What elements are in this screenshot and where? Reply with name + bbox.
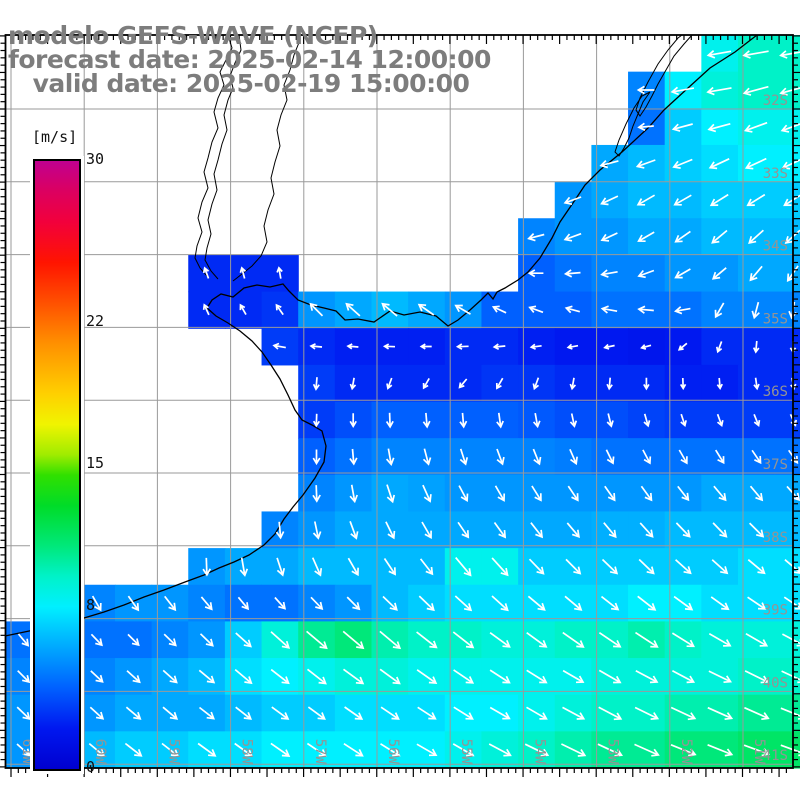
longitude-label: 59W bbox=[165, 739, 181, 765]
river-path bbox=[232, 39, 301, 282]
longitude-label: 55W bbox=[458, 739, 474, 765]
colorbar-tick-label: 15 bbox=[86, 454, 105, 472]
valid-date-line: valid date: 2025-02-19 15:00:00 bbox=[8, 69, 470, 98]
plot-title-block: modelo GEFS-WAVE (NCEP) forecast date: 20… bbox=[8, 21, 491, 98]
latitude-label: 33S bbox=[763, 166, 788, 182]
longitude-label: 60W bbox=[92, 739, 108, 765]
longitude-label: 54W bbox=[531, 739, 547, 765]
latitude-label: 35S bbox=[763, 311, 788, 327]
latitude-label: 36S bbox=[763, 384, 788, 400]
colorbar-unit-label: [m/s] bbox=[32, 128, 78, 146]
longitude-label: 53W bbox=[605, 739, 621, 765]
longitude-label: 52W bbox=[678, 739, 694, 765]
colorbar-tick-label: 8 bbox=[86, 595, 96, 614]
colorbar-tick-label: 30 bbox=[86, 150, 105, 168]
longitude-label: 51W bbox=[751, 739, 767, 765]
latitude-label: 32S bbox=[763, 93, 788, 109]
river-path bbox=[204, 34, 242, 280]
longitude-label: 56W bbox=[385, 739, 401, 765]
colorbar-gradient bbox=[30, 156, 84, 774]
longitude-label: 61W bbox=[19, 739, 35, 765]
colorbar-tick-label: 0 bbox=[86, 758, 96, 776]
model-title: modelo GEFS-WAVE (NCEP) bbox=[8, 21, 378, 50]
longitude-labels: 61W 60W 59W 58W 57W 56W 55W 54W 53W 52W 51W bbox=[19, 739, 767, 765]
latitude-label: 34S bbox=[763, 239, 788, 255]
coastline-layer bbox=[4, 34, 758, 637]
latitude-label: 39S bbox=[763, 603, 788, 619]
coastline-path bbox=[4, 34, 758, 637]
map-frame bbox=[4, 34, 794, 769]
forecast-date-line: forecast date: 2025-02-14 12:00:00 bbox=[8, 45, 491, 74]
longitude-label: 57W bbox=[312, 739, 328, 765]
latitude-label: 41S bbox=[763, 748, 788, 764]
latitude-label: 38S bbox=[763, 530, 788, 546]
graticule-lines bbox=[5, 35, 793, 768]
latitude-label: 40S bbox=[763, 675, 788, 691]
lagoon-path bbox=[635, 34, 693, 117]
latitude-label: 37S bbox=[763, 457, 788, 473]
wave-cells bbox=[5, 35, 800, 769]
latitude-labels: 32S 33S 34S 35S 36S 37S 38S 39S 40S 41S bbox=[763, 93, 788, 764]
colorbar-tick-label: 22 bbox=[86, 312, 105, 331]
lagoon-path bbox=[614, 91, 651, 157]
longitude-label: 58W bbox=[239, 739, 255, 765]
river-path bbox=[194, 34, 233, 277]
